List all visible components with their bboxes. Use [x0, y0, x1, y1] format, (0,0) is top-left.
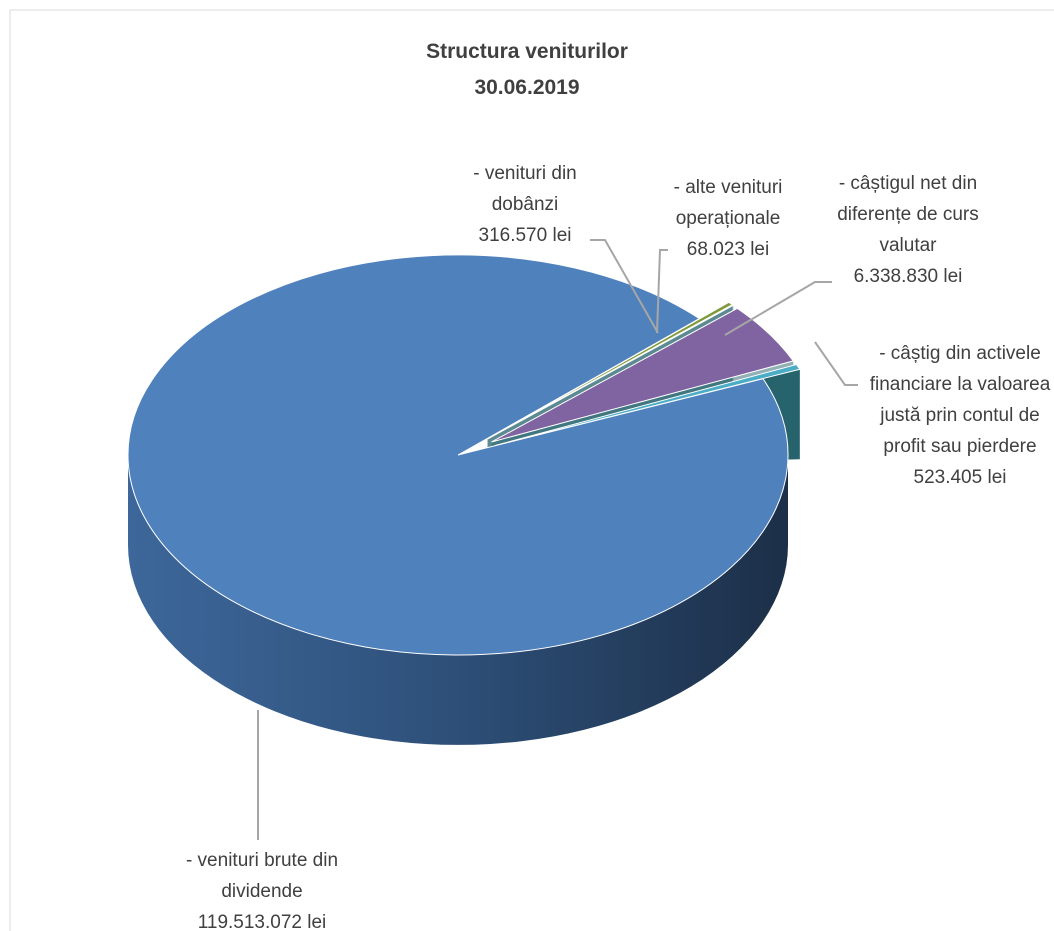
label-name: - venituri brute din dividende	[185, 850, 339, 902]
chart-subtitle: 30.06.2019	[474, 76, 580, 99]
slice	[494, 363, 801, 447]
slice	[491, 307, 795, 443]
label-name: - venituri din dobânzi	[473, 163, 577, 215]
chart-border	[9, 9, 1054, 931]
data-label: - câștigul net din diferențe de curs val…	[813, 168, 1003, 292]
label-value: 6.338.830 lei	[853, 266, 963, 287]
label-name: - câștig din activele financiare la valo…	[869, 343, 1051, 457]
data-label: - venituri din dobânzi 316.570 lei	[450, 158, 600, 251]
leader-line	[814, 341, 858, 386]
leader-line	[590, 239, 659, 334]
data-label: - câștig din activele financiare la valo…	[866, 338, 1054, 493]
label-name: - alte venituri operaționale	[673, 177, 783, 229]
data-label: - alte venituri operaționale 68.023 lei	[648, 172, 808, 265]
slice	[127, 254, 789, 656]
slice-side	[128, 455, 788, 745]
label-value: 523.405 lei	[913, 467, 1007, 488]
leader-line	[656, 249, 668, 334]
label-value: 119.513.072 lei	[197, 912, 327, 931]
chart-title: Structura veniturilor	[426, 40, 628, 63]
data-label: - venituri brute din dividende 119.513.07…	[152, 845, 372, 931]
label-value: 316.570 lei	[478, 225, 572, 246]
label-name: - câștigul net din diferențe de curs val…	[837, 173, 979, 256]
slice	[487, 304, 735, 440]
label-value: 68.023 lei	[686, 239, 770, 260]
leader-line	[724, 281, 832, 336]
